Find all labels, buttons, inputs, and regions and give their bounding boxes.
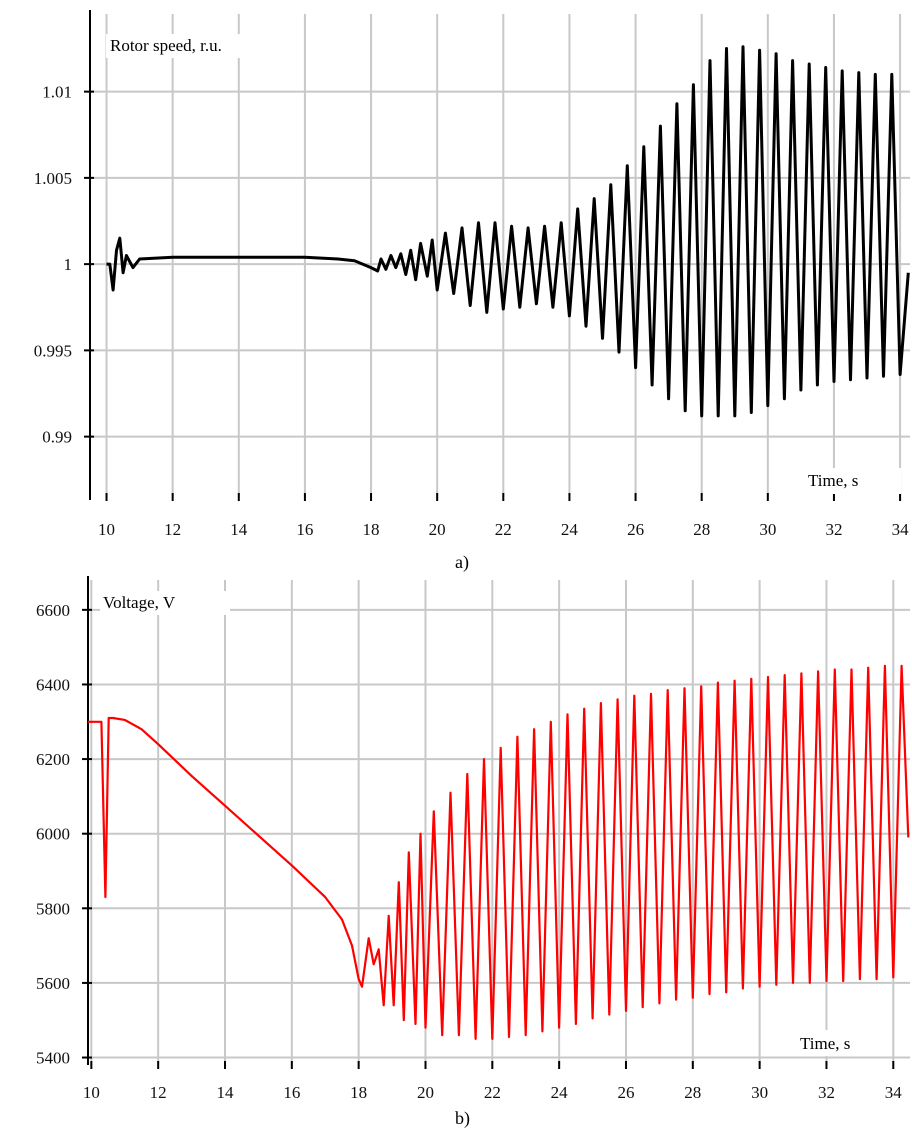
x-tick-label: 22 [495,520,512,539]
rotor-speed-axes [84,10,902,501]
x-tick-label: 18 [363,520,380,539]
x-tick-label: 12 [150,1083,167,1102]
voltage-series [88,664,910,1041]
voltage-tick-labels: 10 12 14 16 18 20 22 24 26 28 30 32 34 5400 5600 5800 60… [36,601,902,1102]
x-tick-label: 34 [885,1083,903,1102]
x-tick-label: 26 [627,520,644,539]
voltage-xlabel-bg [795,1030,891,1056]
x-tick-label: 30 [751,1083,768,1102]
x-tick-label: 10 [98,520,115,539]
rotor-speed-xlabel-bg [805,468,901,494]
voltage-axes [82,576,895,1069]
voltage-title: Voltage, V [103,593,176,612]
y-tick-label: 6400 [36,675,70,694]
x-tick-label: 30 [759,520,776,539]
rotor-speed-title: Rotor speed, r.u. [110,36,222,55]
x-tick-label: 14 [230,520,248,539]
voltage-x-axis-label: Time, s [800,1034,850,1053]
x-tick-label: 28 [693,520,710,539]
rotor-speed-tick-labels: 10 12 14 16 18 20 22 24 26 28 30 32 34 0.99 0.995 1 1.00… [34,83,909,539]
voltage-chart: 10 12 14 16 18 20 22 24 26 28 30 32 34 5400 5600 5800 60… [36,576,910,1102]
x-tick-label: 32 [825,520,842,539]
rotor-speed-title-bg [106,34,302,58]
rotor-speed-gridlines [90,14,910,497]
x-tick-label: 16 [283,1083,300,1102]
y-tick-label: 6600 [36,601,70,620]
x-tick-label: 28 [684,1083,701,1102]
y-tick-label: 5400 [36,1049,70,1068]
x-tick-label: 10 [83,1083,100,1102]
voltage-title-bg [100,591,230,615]
x-tick-label: 12 [164,520,181,539]
y-tick-label: 6000 [36,825,70,844]
rotor-speed-series [106,45,910,418]
series-line [106,45,910,418]
y-tick-label: 6200 [36,750,70,769]
y-tick-label: 5800 [36,899,70,918]
x-tick-label: 22 [484,1083,501,1102]
series-line [88,664,910,1041]
x-tick-label: 24 [551,1083,569,1102]
y-tick-label: 0.99 [42,428,72,447]
y-tick-label: 5600 [36,974,70,993]
caption-b: b) [455,1108,470,1129]
x-tick-label: 24 [561,520,579,539]
rotor-speed-chart: 10 12 14 16 18 20 22 24 26 28 30 32 34 0.99 0.995 1 1.00… [34,10,910,539]
y-tick-label: 1 [64,255,73,274]
x-tick-label: 20 [429,520,446,539]
y-tick-label: 1.005 [34,169,72,188]
y-tick-label: 0.995 [34,341,72,360]
x-tick-label: 18 [350,1083,367,1102]
x-tick-label: 20 [417,1083,434,1102]
x-tick-label: 16 [296,520,313,539]
y-tick-label: 1.01 [42,83,72,102]
x-tick-label: 32 [818,1083,835,1102]
x-tick-label: 14 [217,1083,235,1102]
x-tick-label: 34 [892,520,910,539]
x-tick-label: 26 [617,1083,634,1102]
caption-a: a) [455,552,469,573]
rotor-speed-x-axis-label: Time, s [808,471,858,490]
